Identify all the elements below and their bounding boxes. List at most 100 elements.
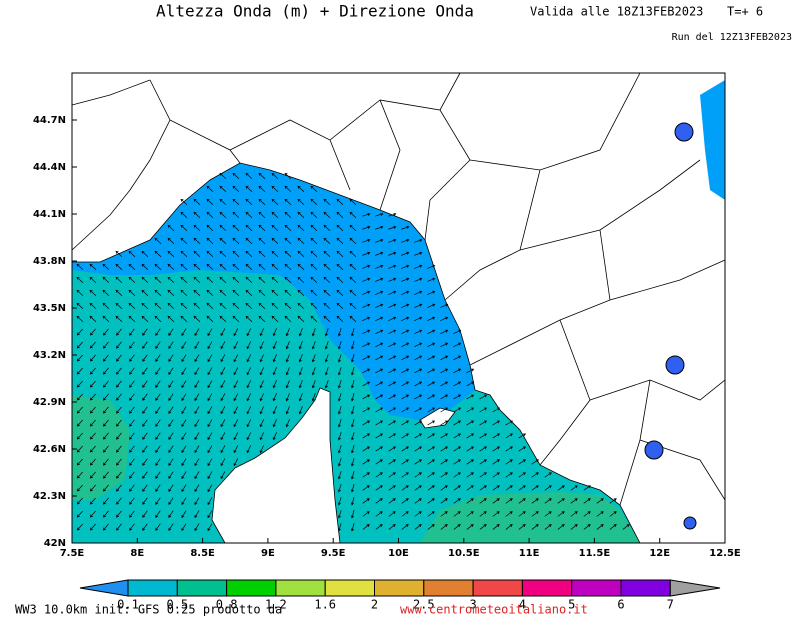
wave-arrow [336,276,344,283]
wave-arrow [440,368,449,374]
wave-arrow [181,471,187,479]
wave-arrow [89,315,97,322]
wave-arrow [284,198,292,205]
wave-arrow [479,459,487,465]
wave-arrow [259,393,264,402]
wave-arrow [129,406,135,414]
wave-arrow [89,367,96,375]
wave-arrow [349,198,357,205]
wave-arrow [350,406,355,415]
wave-arrow [155,341,161,349]
wave-arrow [232,315,240,322]
wave-arrow [375,407,384,413]
wave-arrow [362,342,371,348]
wave-arrow [401,355,410,361]
wave-arrow [194,510,200,519]
wave-arrow [76,406,83,414]
wave-arrow [168,328,174,336]
wave-arrow [193,276,201,283]
wave-arrow [297,211,305,218]
wave-arrow [466,407,475,413]
wave-arrow [142,510,148,518]
wave-arrow [349,302,357,309]
wave-arrow [311,341,316,350]
wave-arrow [259,419,264,428]
wave-arrow [349,237,357,244]
wave-arrow [259,341,264,350]
wave-arrow [103,497,109,505]
wave-arrow [103,393,109,401]
colorbar-label: 0.1 [117,598,139,612]
wave-arrow [246,406,252,415]
colorbar-label: 3 [469,598,476,612]
wave-arrow [453,498,461,504]
wave-arrow [401,381,410,387]
wave-arrow [76,367,83,375]
wave-arrow [414,498,422,504]
wave-arrow [180,211,188,218]
wave-arrow [310,250,318,257]
wave-arrow [285,328,290,337]
wave-arrow [102,276,110,283]
wave-arrow [193,315,201,322]
wave-arrow [310,198,318,205]
wave-arrow [324,341,329,350]
wave-arrow [233,380,239,389]
wave-arrow [440,524,448,530]
wave-arrow [284,315,292,322]
wave-arrow [128,250,136,257]
wave-arrow [142,419,148,427]
wave-arrow [103,510,109,518]
wave-arrow [375,277,384,282]
wave-arrow [129,523,135,531]
wave-arrow [414,238,423,243]
wave-arrow [375,472,383,478]
wave-arrow [271,250,279,257]
wave-arrow [194,393,200,402]
wave-arrow [401,394,410,400]
wave-arrow [414,472,422,478]
wave-arrow [207,328,213,337]
wave-arrow [453,511,461,517]
wave-arrow [233,419,239,428]
wave-arrow [155,458,161,466]
lon-label: 11.5E [579,548,611,559]
wave-arrow [427,498,435,504]
wave-arrow [246,380,252,389]
wave-arrow [297,302,305,309]
wave-arrow [193,263,201,270]
wave-arrow [89,354,96,362]
colorbar-cell [226,579,277,597]
wave-arrow [350,484,355,493]
wave-arrow [518,485,526,491]
wave-arrow [505,459,513,465]
wave-arrow [181,367,187,375]
wave-arrow [427,329,436,335]
wave-arrow [220,445,226,454]
wave-arrow [142,432,148,440]
wave-arrow [194,432,200,441]
wave-arrow [401,251,410,256]
wave-arrow [284,289,292,296]
wave-arrow [180,276,188,283]
wave-arrow [453,394,462,400]
wave-arrow [116,406,122,414]
wave-arrow [181,497,187,505]
wave-arrow [531,472,539,478]
wave-arrow [401,524,409,530]
wave-arrow [167,224,175,231]
wave-arrow [310,302,318,309]
wave-arrow [362,225,371,230]
wave-arrow [271,276,279,283]
wave-arrow [323,289,331,296]
wave-arrow [324,328,329,337]
wave-arrow [180,289,188,296]
wave-arrow [388,485,396,491]
lon-label: 10.5E [448,548,480,559]
wave-arrow [375,355,384,361]
wave-arrow [128,276,136,283]
wave-arrow [194,367,200,376]
wave-arrow [116,484,122,492]
wave-arrow [362,355,371,361]
wave-arrow [181,523,187,531]
